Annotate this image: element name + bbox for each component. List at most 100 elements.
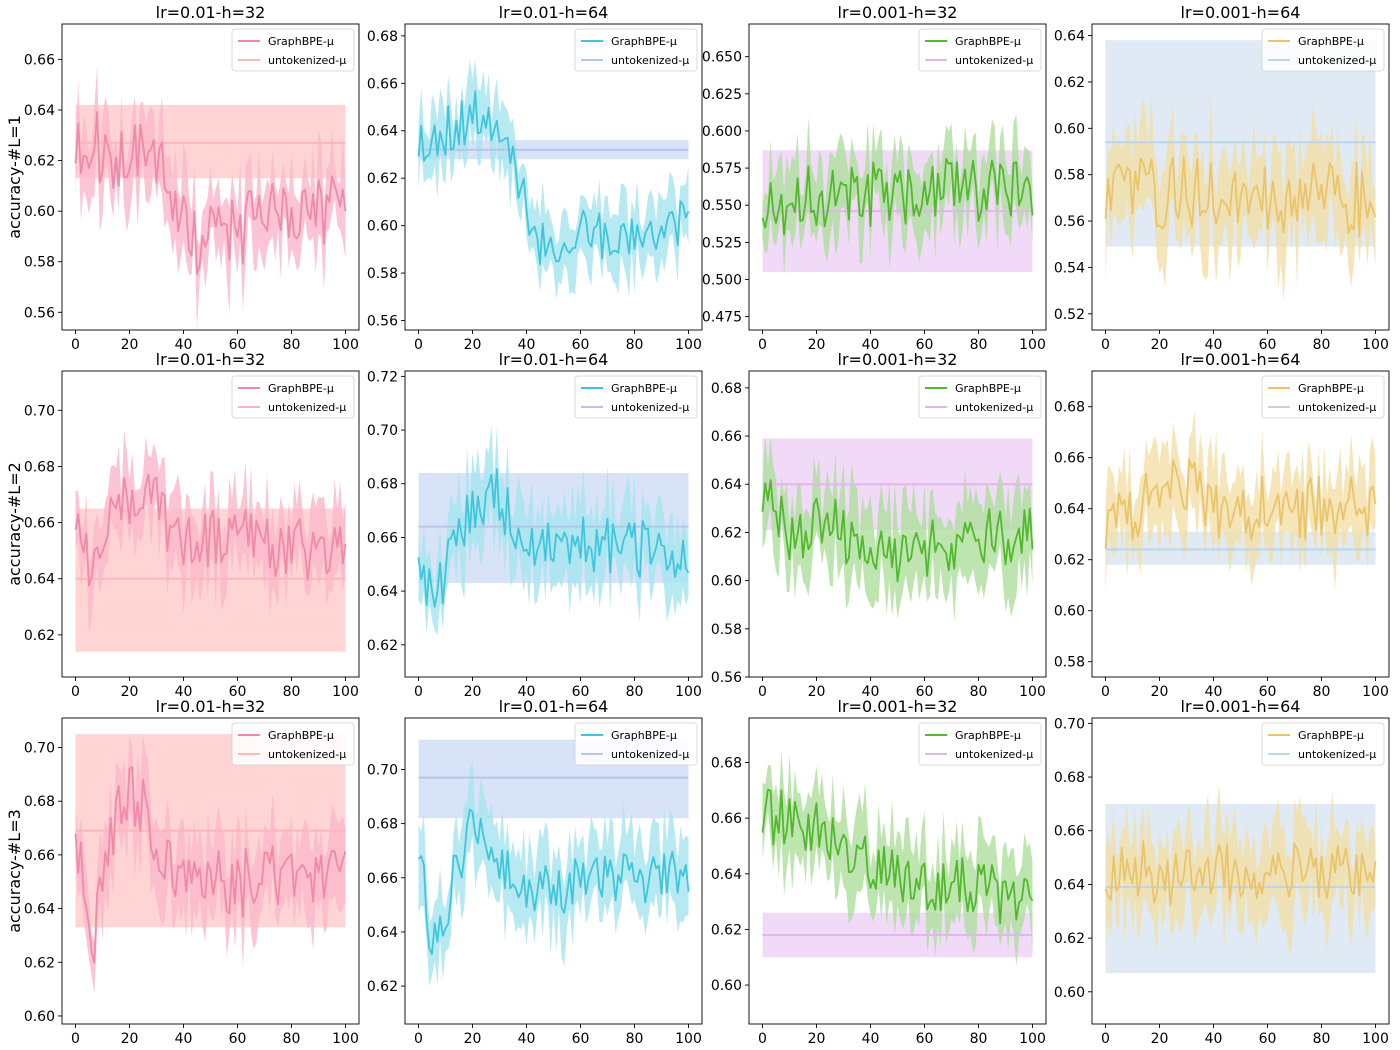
legend-label: GraphBPE-μ	[611, 382, 677, 395]
axes-frame	[1091, 370, 1390, 678]
y-tick-label: 0.68	[711, 756, 742, 772]
x-tick-label: 0	[414, 1031, 423, 1047]
graphbpe-band	[1105, 411, 1376, 593]
y-tick-label: 0.58	[1054, 655, 1085, 671]
axes-frame	[1091, 23, 1390, 331]
legend: GraphBPE-μ untokenized-μ	[574, 375, 698, 419]
x-tick-label: 60	[229, 1031, 247, 1047]
x-tick-label: 80	[1313, 337, 1331, 353]
x-tick-label: 100	[675, 337, 702, 353]
legend-box	[1261, 375, 1385, 419]
x-tick-label: 40	[518, 337, 536, 353]
legend-label: GraphBPE-μ	[955, 729, 1021, 742]
y-axis-label: accuracy-#L=2	[5, 462, 24, 586]
y-tick-label: 0.58	[367, 266, 398, 282]
x-tick-label: 40	[175, 337, 193, 353]
legend: GraphBPE-μ untokenized-μ	[1261, 722, 1385, 766]
y-tick-label: 0.58	[24, 255, 55, 271]
y-tick-label: 0.66	[711, 811, 742, 827]
y-tick-label: 0.62	[367, 171, 398, 187]
x-tick-label: 100	[1019, 1031, 1046, 1047]
y-tick-label: 0.56	[711, 670, 742, 686]
x-tick-label: 100	[332, 684, 359, 700]
subplot-title: lr=0.001-h=64	[1181, 697, 1301, 716]
y-tick-label: 0.60	[711, 978, 742, 994]
plot-area	[1104, 411, 1377, 593]
y-tick-label: 0.64	[367, 584, 398, 600]
y-tick-label: 0.70	[367, 423, 398, 439]
y-tick-label: 0.60	[1054, 985, 1085, 1001]
legend-label: untokenized-μ	[611, 401, 689, 414]
y-tick-label: 0.62	[1054, 75, 1085, 91]
plot-area	[761, 113, 1034, 276]
y-tick-label: 0.64	[367, 124, 398, 140]
graphbpe-line	[74, 766, 347, 964]
x-tick-label: 60	[916, 337, 934, 353]
axes-frame	[748, 717, 1047, 1025]
x-tick-label: 40	[862, 337, 880, 353]
axes-frame	[61, 23, 360, 331]
y-tick-label: 0.64	[367, 925, 398, 941]
x-tick-label: 100	[332, 1031, 359, 1047]
y-tick-label: 0.60	[1054, 121, 1085, 137]
plot-area	[1104, 784, 1377, 973]
subplot-title: lr=0.01-h=32	[156, 3, 266, 22]
subplot-title: lr=0.01-h=32	[156, 697, 266, 716]
graphbpe-line	[761, 479, 1034, 583]
legend-label: untokenized-μ	[611, 748, 689, 761]
x-tick-label: 60	[1259, 1031, 1277, 1047]
x-tick-label: 0	[414, 684, 423, 700]
legend-label: GraphBPE-μ	[611, 35, 677, 48]
x-tick-label: 20	[464, 1031, 482, 1047]
y-tick-label: 0.64	[711, 867, 742, 883]
legend-label: untokenized-μ	[1298, 748, 1376, 761]
legend-label: GraphBPE-μ	[268, 382, 334, 395]
y-tick-label: 0.68	[711, 381, 742, 397]
y-tick-label: 0.58	[1054, 168, 1085, 184]
subplot-0-1: 0 20 40 60 80 100 0.56 0.58 0.60 0.62 0.64 0.66 0.68…	[367, 3, 703, 353]
y-tick-label: 0.56	[367, 314, 398, 330]
x-tick-label: 80	[970, 684, 988, 700]
subplot-title: lr=0.01-h=64	[499, 350, 609, 369]
x-tick-label: 0	[71, 684, 80, 700]
legend-label: untokenized-μ	[268, 54, 346, 67]
legend: GraphBPE-μ untokenized-μ	[918, 375, 1042, 419]
x-tick-label: 40	[1205, 1031, 1223, 1047]
y-tick-label: 0.62	[711, 922, 742, 938]
legend: GraphBPE-μ untokenized-μ	[918, 722, 1042, 766]
legend-label: GraphBPE-μ	[955, 35, 1021, 48]
subplot-title: lr=0.001-h=64	[1181, 3, 1301, 22]
x-tick-label: 20	[121, 1031, 139, 1047]
x-tick-label: 20	[808, 337, 826, 353]
x-tick-label: 20	[121, 684, 139, 700]
subplot-title: lr=0.001-h=64	[1181, 350, 1301, 369]
x-tick-label: 100	[1019, 684, 1046, 700]
legend-box	[918, 28, 1042, 72]
legend-box	[231, 375, 355, 419]
legend-box	[231, 28, 355, 72]
axes-frame	[1091, 717, 1390, 1025]
x-tick-label: 60	[1259, 337, 1277, 353]
x-tick-label: 80	[283, 1031, 301, 1047]
x-tick-label: 60	[229, 684, 247, 700]
plot-area	[74, 65, 347, 330]
x-tick-label: 0	[758, 684, 767, 700]
axes-frame	[404, 370, 703, 678]
x-tick-label: 100	[1362, 337, 1389, 353]
y-tick-label: 0.62	[711, 525, 742, 541]
x-tick-label: 20	[464, 337, 482, 353]
legend-label: untokenized-μ	[1298, 54, 1376, 67]
x-tick-label: 80	[626, 337, 644, 353]
y-tick-label: 0.66	[367, 871, 398, 887]
graphbpe-line	[761, 788, 1034, 925]
x-tick-label: 0	[71, 1031, 80, 1047]
subplot-1-1: 0 20 40 60 80 100 0.62 0.64 0.66 0.68 0.70 0.72 lr=0…	[367, 350, 703, 700]
y-tick-label: 0.66	[367, 530, 398, 546]
x-tick-label: 40	[862, 684, 880, 700]
x-tick-label: 20	[808, 684, 826, 700]
plot-area	[74, 430, 347, 652]
legend-label: untokenized-μ	[268, 401, 346, 414]
graphbpe-line	[417, 808, 690, 955]
x-tick-label: 80	[283, 337, 301, 353]
